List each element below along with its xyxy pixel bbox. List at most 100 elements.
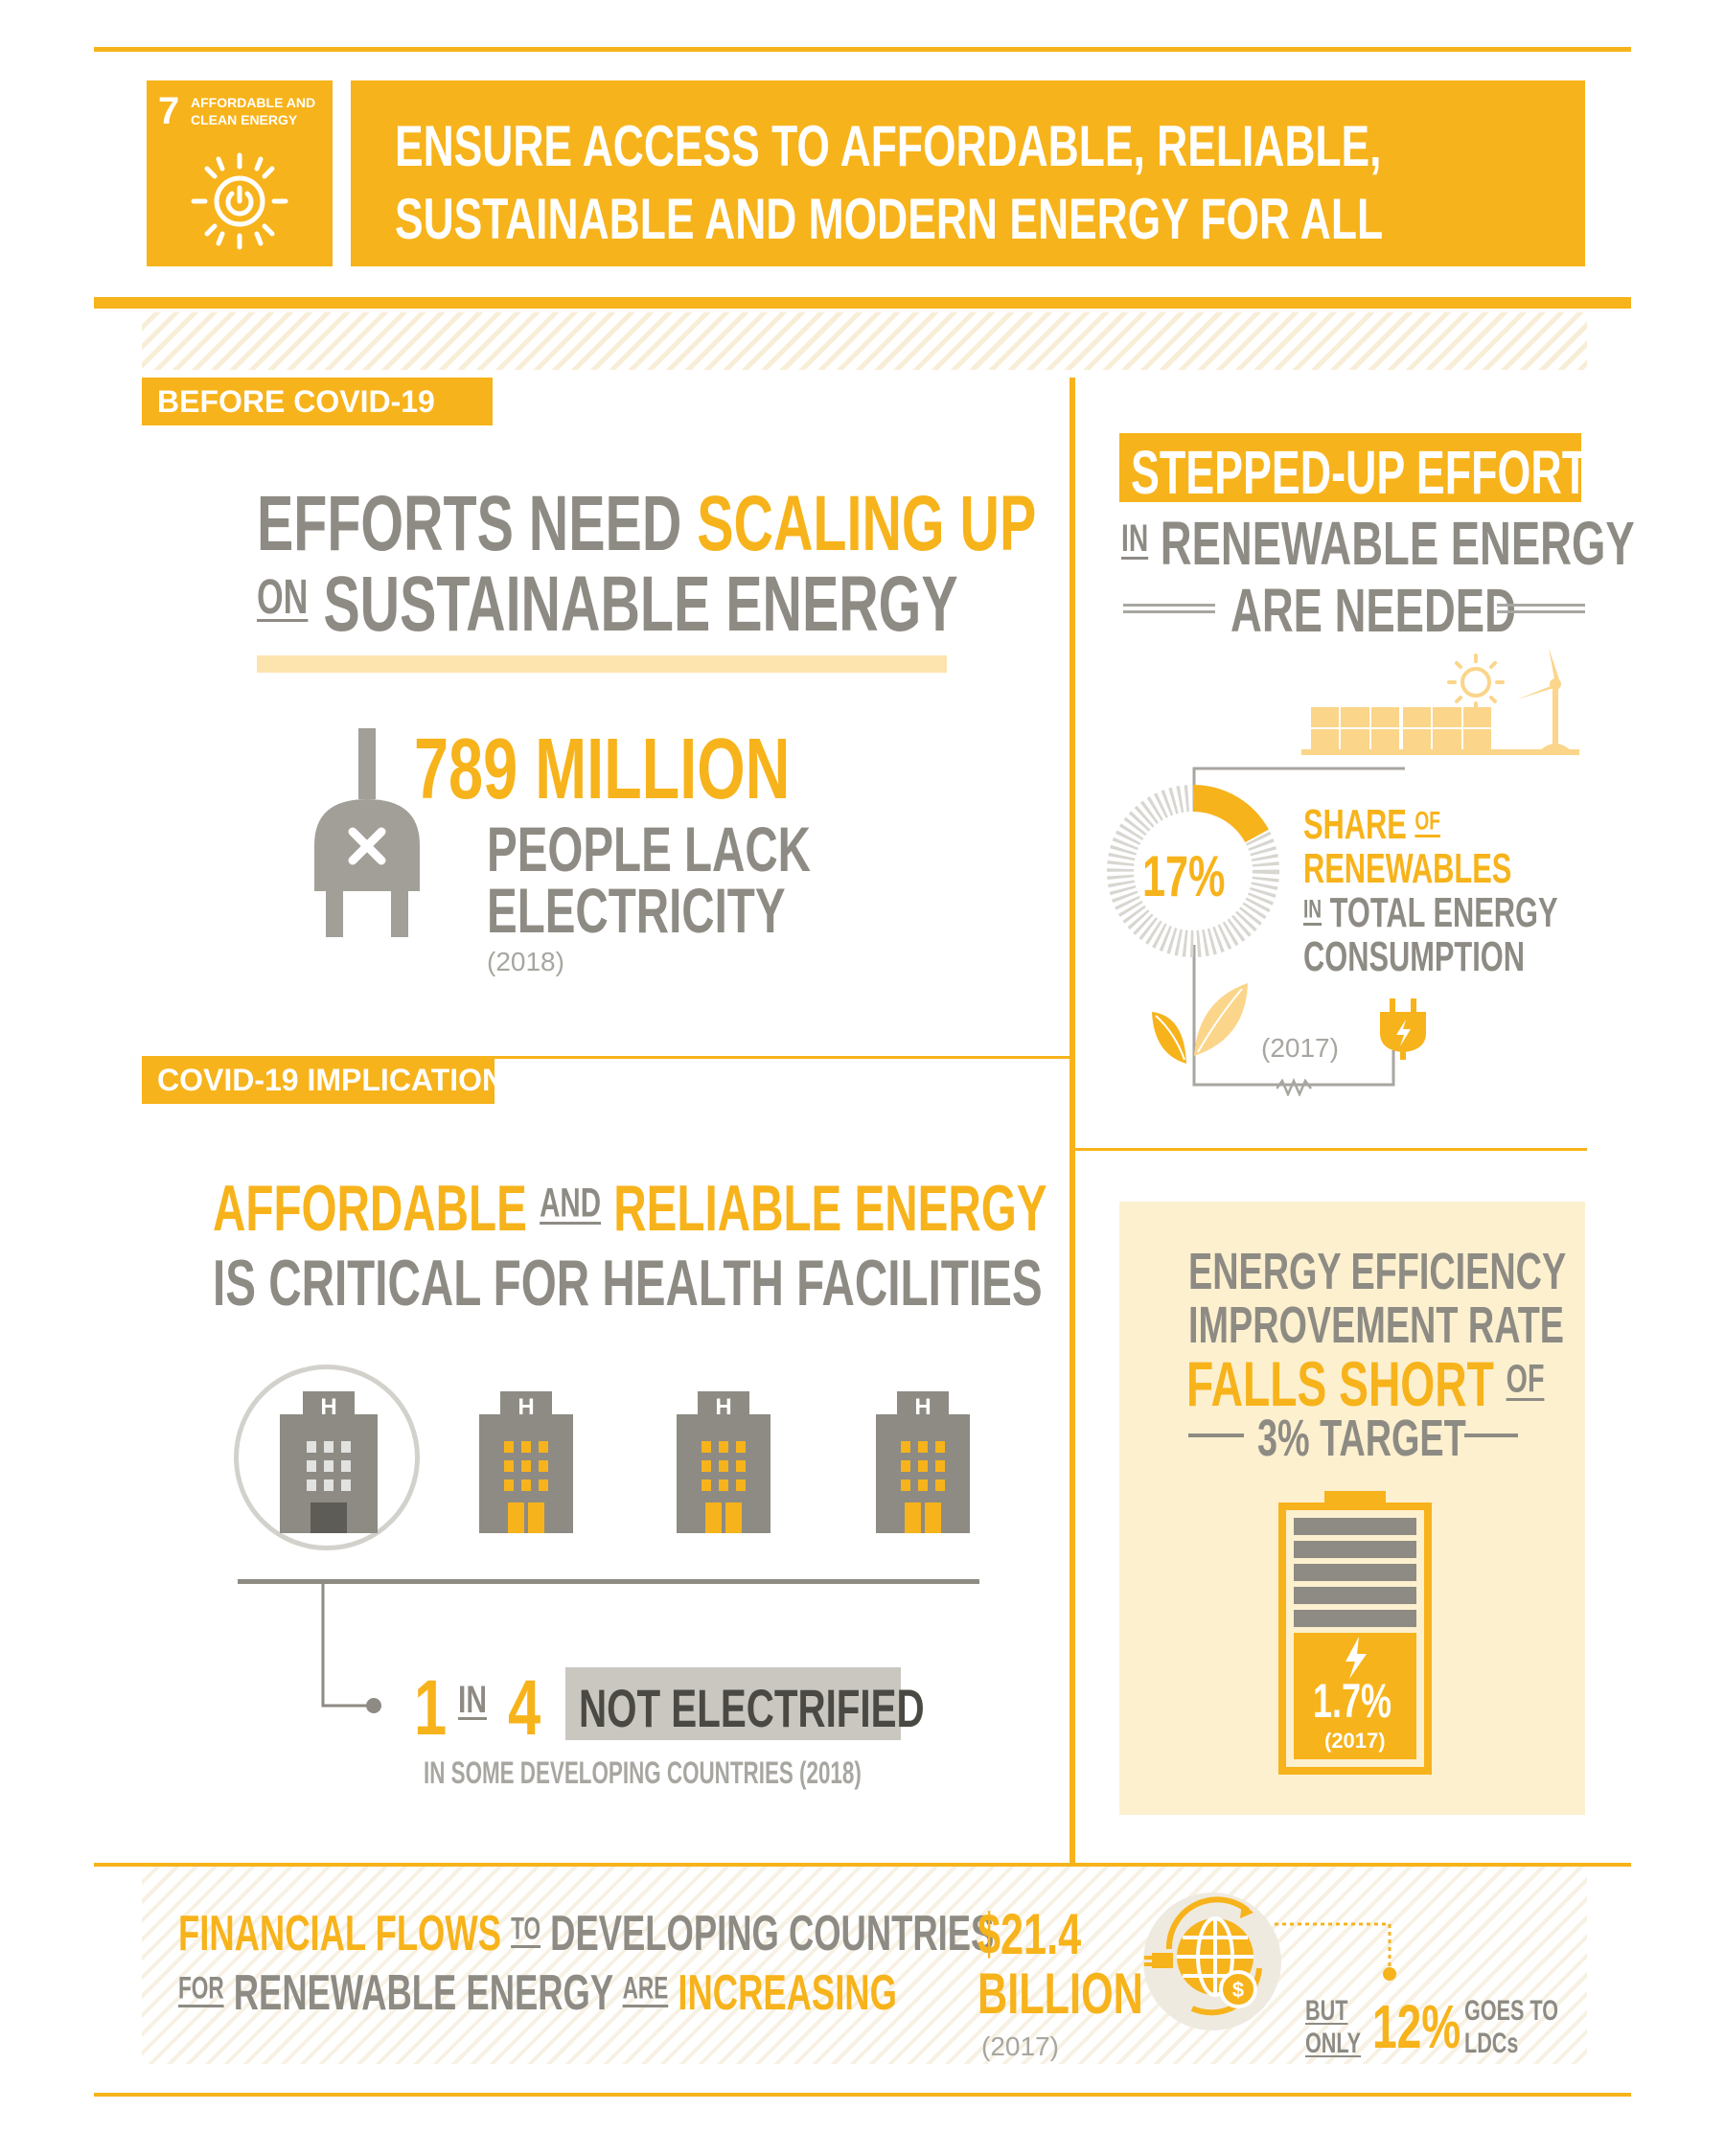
not-electrified-label: NOT ELECTRIFIED [579, 1678, 925, 1738]
resistor-icon [1276, 1077, 1312, 1096]
header-bottom-rule [94, 297, 1631, 309]
share-of-word: OF [1414, 805, 1440, 836]
people-lack-line1: PEOPLE LACK [487, 814, 811, 884]
before-covid-headline-2: ON SUSTAINABLE ENERGY [257, 560, 958, 650]
headline-small-and: AND [540, 1180, 602, 1226]
finance-year: (2017) [981, 2031, 1059, 2061]
headline-part: EFFORTS NEED [257, 480, 682, 567]
ratio-in: IN [458, 1679, 487, 1721]
renewables-small-in: IN [1121, 517, 1149, 561]
headline-underline-bar [257, 655, 947, 673]
finance-are: ARE [622, 1970, 669, 2006]
renewables-desc-line1: SHARE OF [1303, 801, 1440, 849]
battery-icon [1278, 1491, 1432, 1775]
double-rule-left [1123, 604, 1215, 613]
hospital-h-letter: H [518, 1394, 534, 1420]
before-covid-headline-1: EFFORTS NEED SCALING UP [257, 479, 1036, 569]
ldcs-label: LDCs [1464, 2028, 1519, 2059]
renewables-donut [1107, 785, 1279, 957]
finance-band [142, 1867, 1587, 2064]
header-title-line2: SUSTAINABLE AND MODERN ENERGY FOR ALL [395, 187, 1384, 251]
covid-headline-1: AFFORDABLE AND RELIABLE ENERGY [213, 1171, 1047, 1246]
finance-top-rule [94, 1863, 1631, 1867]
stepped-up-tag: STEPPED-UP EFFORTS [1131, 438, 1617, 507]
finance-for: FOR [178, 1970, 224, 2006]
desc-small-in: IN [1303, 893, 1322, 924]
stripe-band-top [142, 312, 1587, 370]
target-rule-left [1188, 1434, 1244, 1437]
renewables-desc-line4: CONSUMPTION [1303, 933, 1525, 980]
headline-affordable: AFFORDABLE [213, 1172, 527, 1245]
developing-countries: DEVELOPING COUNTRIES [550, 1906, 995, 1961]
right-section-divider [1075, 1148, 1587, 1151]
only-label: ONLY [1305, 2028, 1362, 2059]
finance-line2: FOR RENEWABLE ENERGY ARE INCREASING [178, 1964, 897, 2022]
hospital-icon-unelectrified: H [280, 1391, 378, 1533]
before-covid-tag: BEFORE COVID-19 [142, 378, 493, 425]
globe-money-icon: $ [1143, 1892, 1281, 2030]
finance-bottom-rule [94, 2093, 1631, 2097]
covid-implications-tag: COVID-19 IMPLICATIONS [142, 1056, 524, 1104]
finance-amount-unit: BILLION [978, 1961, 1143, 2026]
goal-number: 7 [158, 90, 180, 132]
renewables-percent: 17% [1142, 844, 1226, 908]
headline-reliable: RELIABLE ENERGY [613, 1172, 1047, 1245]
header-title-box: ENSURE ACCESS TO AFFORDABLE, RELIABLE, S… [351, 80, 1585, 266]
dollar-sign: $ [1232, 1978, 1244, 2002]
hospital-h-letter: H [320, 1394, 336, 1420]
ldc-share: 12% [1372, 1992, 1461, 2061]
renewables-line2: ARE NEEDED [1230, 576, 1516, 645]
finance-amount-value: $21.4 [978, 1902, 1082, 1966]
desc-total-energy: TOTAL ENERGY [1329, 889, 1558, 936]
battery-year: (2017) [1324, 1729, 1386, 1753]
unplugged-plug-icon [314, 728, 420, 937]
stepped-up-tag-box [1119, 433, 1581, 502]
hospital-h-letter: H [715, 1394, 731, 1420]
renewables-donut-arc [1107, 785, 1279, 957]
finance-to: TO [511, 1911, 541, 1946]
not-electrified-footnote: IN SOME DEVELOPING COUNTRIES (2018) [424, 1755, 862, 1790]
goal-name-line1: AFFORDABLE AND [191, 95, 316, 110]
goes-to-label: GOES TO [1464, 1995, 1559, 2027]
finance-line1: FINANCIAL FLOWS TO DEVELOPING COUNTRIES [178, 1905, 994, 1962]
ratio-one: 1 [414, 1664, 448, 1752]
renewables-year: (2017) [1261, 1033, 1339, 1063]
leaf-icon [1152, 983, 1248, 1064]
not-electrified-badge [565, 1667, 901, 1740]
financial-flows: FINANCIAL FLOWS [178, 1906, 502, 1961]
sdg-goal-badge: 7 AFFORDABLE AND CLEAN ENERGY [147, 80, 333, 266]
hospital-h-letter: H [914, 1394, 931, 1420]
people-lack-line2: ELECTRICITY [487, 875, 786, 946]
share-word: SHARE [1303, 801, 1407, 848]
covid-headline-2: IS CRITICAL FOR HEALTH FACILITIES [213, 1247, 1043, 1319]
left-section-divider [142, 1056, 1070, 1059]
sun-power-icon [191, 152, 288, 250]
renewables-line1: IN RENEWABLE ENERGY [1121, 508, 1635, 579]
battery-value: 1.7% [1313, 1674, 1392, 1728]
ratio-four: 4 [508, 1664, 541, 1752]
hospital-baseline [238, 1579, 979, 1584]
plug-icon-small [1380, 998, 1426, 1060]
efficiency-line2: IMPROVEMENT RATE [1188, 1296, 1565, 1354]
vertical-divider [1070, 378, 1075, 1863]
renewables-line1-text: RENEWABLE ENERGY [1160, 509, 1635, 578]
dotted-connector [1275, 1922, 1396, 1981]
target-rule-right [1464, 1434, 1518, 1437]
increasing: INCREASING [678, 1965, 897, 2021]
double-rule-right [1497, 604, 1585, 613]
hospital-icon-electrified-3: H [876, 1391, 970, 1533]
solar-wind-icon [1301, 648, 1583, 755]
falls-short-of: OF [1506, 1356, 1545, 1401]
efficiency-target: 3% TARGET [1257, 1410, 1466, 1467]
efficiency-line1: ENERGY EFFICIENCY [1188, 1243, 1567, 1300]
efficiency-line3: FALLS SHORT OF [1186, 1347, 1544, 1420]
headline-highlight: SCALING UP [697, 480, 1037, 567]
headline-small-on: ON [257, 569, 309, 625]
renewables-desc-line3: IN TOTAL ENERGY [1303, 889, 1558, 937]
headline-part: SUSTAINABLE ENERGY [323, 561, 958, 648]
connector-line [321, 1583, 381, 1713]
but-label: BUT [1305, 1995, 1348, 2027]
highlight-circle [234, 1365, 420, 1550]
falls-short: FALLS SHORT [1186, 1348, 1494, 1419]
renewables-desc-line2: RENEWABLES [1303, 845, 1512, 892]
